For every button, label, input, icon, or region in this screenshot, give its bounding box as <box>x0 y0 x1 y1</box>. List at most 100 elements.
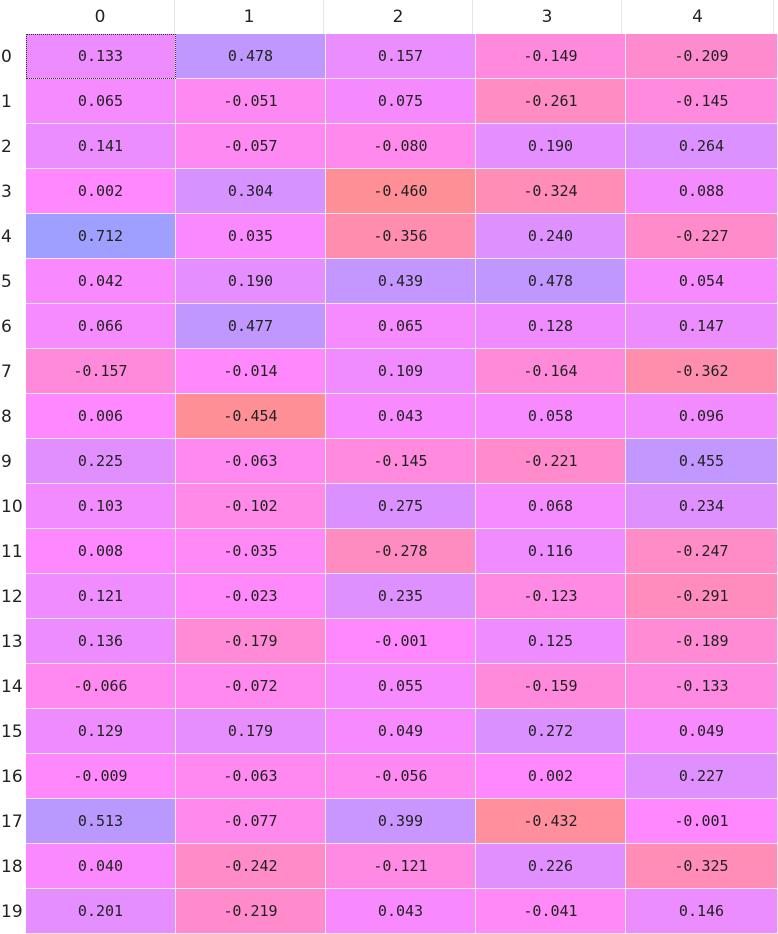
grid-cell[interactable]: 0.043 <box>326 889 476 934</box>
grid-cell[interactable]: -0.066 <box>26 664 176 709</box>
grid-cell[interactable]: -0.242 <box>176 844 326 889</box>
row-header-2[interactable]: 2 <box>1 136 12 157</box>
grid-cell[interactable]: 0.075 <box>326 79 476 124</box>
grid-cell[interactable]: 0.399 <box>326 799 476 844</box>
grid-cell[interactable]: -0.261 <box>476 79 626 124</box>
row-header-10[interactable]: 10 <box>1 496 23 517</box>
grid-cell[interactable]: 0.068 <box>476 484 626 529</box>
row-header-11[interactable]: 11 <box>1 541 23 562</box>
grid-cell[interactable]: 0.043 <box>326 394 476 439</box>
grid-cell[interactable]: -0.056 <box>326 754 476 799</box>
grid-cell[interactable]: -0.159 <box>476 664 626 709</box>
grid-cell[interactable]: 0.227 <box>626 754 778 799</box>
column-header-4[interactable]: 4 <box>622 0 774 34</box>
row-header-1[interactable]: 1 <box>1 91 12 112</box>
grid-cell[interactable]: 0.058 <box>476 394 626 439</box>
row-header-3[interactable]: 3 <box>1 181 12 202</box>
grid-cell[interactable]: 0.006 <box>26 394 176 439</box>
row-header-8[interactable]: 8 <box>1 406 12 427</box>
grid-cell[interactable]: -0.432 <box>476 799 626 844</box>
grid-cell[interactable]: -0.009 <box>26 754 176 799</box>
grid-cell[interactable]: 0.065 <box>326 304 476 349</box>
grid-cell[interactable]: 0.201 <box>26 889 176 934</box>
grid-cell[interactable]: -0.051 <box>176 79 326 124</box>
grid-cell[interactable]: -0.189 <box>626 619 778 664</box>
grid-cell[interactable]: -0.145 <box>326 439 476 484</box>
grid-cell[interactable]: -0.001 <box>326 619 476 664</box>
row-header-18[interactable]: 18 <box>1 856 23 877</box>
column-header-2[interactable]: 2 <box>324 0 473 34</box>
grid-cell[interactable]: 0.008 <box>26 529 176 574</box>
grid-cell[interactable]: 0.272 <box>476 709 626 754</box>
grid-cell[interactable]: -0.080 <box>326 124 476 169</box>
grid-cell[interactable]: 0.141 <box>26 124 176 169</box>
grid-cell[interactable]: -0.063 <box>176 754 326 799</box>
column-header-0[interactable]: 0 <box>26 0 175 34</box>
grid-cell[interactable]: -0.102 <box>176 484 326 529</box>
grid-cell[interactable]: 0.234 <box>626 484 778 529</box>
grid-cell[interactable]: 0.157 <box>326 34 476 79</box>
grid-cell[interactable]: 0.513 <box>26 799 176 844</box>
grid-cell[interactable]: 0.128 <box>476 304 626 349</box>
grid-cell[interactable]: -0.123 <box>476 574 626 619</box>
row-header-7[interactable]: 7 <box>1 361 12 382</box>
grid-cell[interactable]: 0.190 <box>476 124 626 169</box>
row-header-15[interactable]: 15 <box>1 721 23 742</box>
grid-cell[interactable]: 0.096 <box>626 394 778 439</box>
grid-cell[interactable]: -0.072 <box>176 664 326 709</box>
grid-cell[interactable]: 0.055 <box>326 664 476 709</box>
grid-cell[interactable]: 0.439 <box>326 259 476 304</box>
row-header-9[interactable]: 9 <box>1 451 12 472</box>
grid-cell[interactable]: 0.226 <box>476 844 626 889</box>
grid-cell[interactable]: 0.049 <box>626 709 778 754</box>
grid-cell[interactable]: -0.454 <box>176 394 326 439</box>
grid-cell[interactable]: -0.278 <box>326 529 476 574</box>
grid-cell[interactable]: -0.325 <box>626 844 778 889</box>
grid-cell[interactable]: -0.145 <box>626 79 778 124</box>
grid-cell[interactable]: -0.362 <box>626 349 778 394</box>
row-header-12[interactable]: 12 <box>1 586 23 607</box>
grid-cell[interactable]: 0.088 <box>626 169 778 214</box>
grid-cell[interactable]: -0.460 <box>326 169 476 214</box>
grid-cell[interactable]: -0.219 <box>176 889 326 934</box>
row-header-13[interactable]: 13 <box>1 631 23 652</box>
column-header-3[interactable]: 3 <box>473 0 622 34</box>
grid-cell[interactable]: 0.065 <box>26 79 176 124</box>
grid-cell[interactable]: 0.040 <box>26 844 176 889</box>
grid-cell[interactable]: -0.023 <box>176 574 326 619</box>
grid-cell[interactable]: 0.275 <box>326 484 476 529</box>
row-header-17[interactable]: 17 <box>1 811 23 832</box>
grid-cell[interactable]: -0.077 <box>176 799 326 844</box>
grid-cell[interactable]: 0.146 <box>626 889 778 934</box>
grid-cell[interactable]: 0.129 <box>26 709 176 754</box>
row-header-19[interactable]: 19 <box>1 901 23 922</box>
grid-cell[interactable]: 0.133 <box>26 34 176 79</box>
grid-cell[interactable]: 0.179 <box>176 709 326 754</box>
grid-cell[interactable]: 0.190 <box>176 259 326 304</box>
row-header-4[interactable]: 4 <box>1 226 12 247</box>
grid-cell[interactable]: 0.477 <box>176 304 326 349</box>
grid-cell[interactable]: -0.035 <box>176 529 326 574</box>
grid-cell[interactable]: 0.478 <box>176 34 326 79</box>
grid-cell[interactable]: -0.041 <box>476 889 626 934</box>
grid-cell[interactable]: 0.049 <box>326 709 476 754</box>
grid-cell[interactable]: 0.235 <box>326 574 476 619</box>
grid-cell[interactable]: 0.125 <box>476 619 626 664</box>
row-header-16[interactable]: 16 <box>1 766 23 787</box>
grid-cell[interactable]: 0.002 <box>26 169 176 214</box>
grid-cell[interactable]: 0.116 <box>476 529 626 574</box>
grid-cell[interactable]: -0.121 <box>326 844 476 889</box>
grid-cell[interactable]: 0.136 <box>26 619 176 664</box>
row-header-0[interactable]: 0 <box>1 46 12 67</box>
grid-cell[interactable]: 0.103 <box>26 484 176 529</box>
grid-cell[interactable]: -0.014 <box>176 349 326 394</box>
grid-cell[interactable]: -0.001 <box>626 799 778 844</box>
grid-cell[interactable]: 0.304 <box>176 169 326 214</box>
grid-cell[interactable]: -0.179 <box>176 619 326 664</box>
row-header-6[interactable]: 6 <box>1 316 12 337</box>
grid-cell[interactable]: -0.149 <box>476 34 626 79</box>
row-header-5[interactable]: 5 <box>1 271 12 292</box>
grid-cell[interactable]: 0.066 <box>26 304 176 349</box>
grid-cell[interactable]: 0.240 <box>476 214 626 259</box>
column-header-1[interactable]: 1 <box>175 0 324 34</box>
